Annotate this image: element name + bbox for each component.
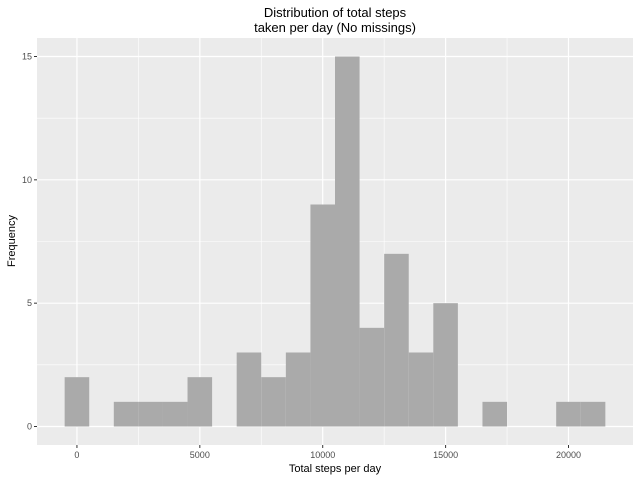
y-tick-label: 10	[22, 175, 32, 185]
histogram-bar	[113, 401, 139, 427]
y-tick-label: 0	[27, 422, 32, 432]
histogram-bar	[433, 303, 458, 427]
histogram-bar	[556, 401, 581, 427]
x-tick-label: 5000	[190, 450, 210, 460]
x-axis-title: Total steps per day	[289, 463, 382, 475]
chart-title-line-1: Distribution of total steps	[264, 5, 407, 20]
histogram-bar	[162, 401, 188, 427]
histogram-bar	[285, 352, 311, 427]
y-axis-title: Frequency	[6, 215, 18, 267]
x-tick-label: 0	[74, 450, 79, 460]
histogram-bar	[187, 377, 213, 427]
x-tick-label: 10000	[310, 450, 335, 460]
histogram-bar	[261, 377, 286, 427]
y-axis-ticks: 0 5 10 15	[22, 52, 37, 432]
histogram-bar	[408, 352, 434, 427]
histogram-bar	[310, 204, 335, 427]
histogram-bar	[359, 327, 385, 427]
histogram-bar	[580, 401, 606, 427]
histogram-bar	[335, 56, 360, 427]
x-tick-label: 15000	[433, 450, 458, 460]
histogram-bar	[138, 401, 163, 427]
y-tick-label: 5	[27, 298, 32, 308]
y-tick-label: 15	[22, 52, 32, 62]
histogram-bar	[384, 253, 409, 427]
histogram-bar	[64, 377, 90, 427]
x-tick-label: 20000	[556, 450, 581, 460]
histogram-bar	[236, 352, 262, 427]
histogram-bars	[64, 56, 606, 427]
chart-title-line-2: taken per day (No missings)	[254, 20, 416, 35]
histogram-bar	[482, 401, 508, 427]
x-axis-ticks: 0 5000 10000 15000 20000	[74, 445, 581, 460]
